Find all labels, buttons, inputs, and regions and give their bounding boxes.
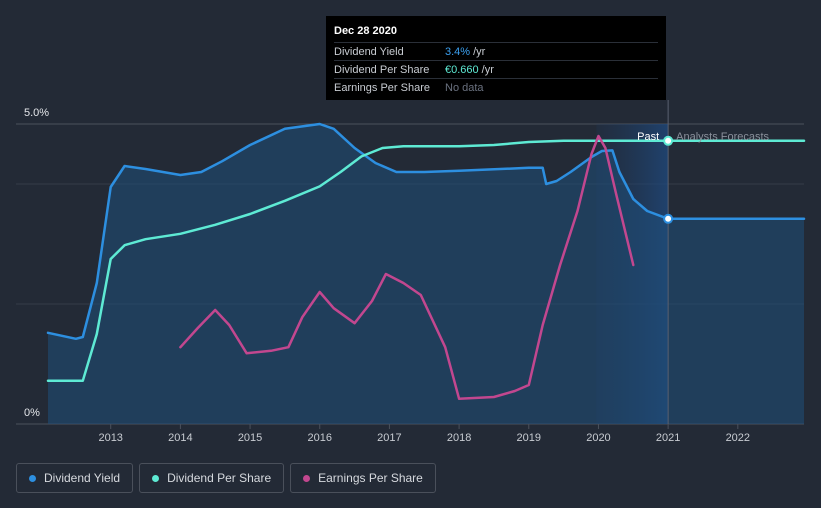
series-line-dividend-yield [46,122,806,341]
tooltip-label: Dividend Yield [334,45,404,58]
legend-dot-icon [303,474,311,482]
series-line-dividend-per-share [46,139,806,383]
tooltip-value: 3.4% [445,45,471,58]
tooltip-unit: /yr [481,63,494,76]
x-tick-label: 2016 [307,432,331,444]
series-area-dividend-yield [48,124,804,424]
tooltip-label: Dividend Per Share [334,63,430,76]
x-tick-label: 2021 [656,432,680,444]
tooltip-value: €0.660 [445,63,479,76]
x-tick-label: 2022 [726,432,750,444]
series-line-earnings-per-share [179,134,635,401]
legend-item-dividend-yield[interactable]: Dividend Yield [16,463,134,493]
x-tick-label: 2018 [447,432,471,444]
series-areas [48,124,804,424]
tooltip-value: No data [445,81,484,94]
x-tick-label: 2017 [377,432,401,444]
y-top-label: 5.0% [24,107,49,119]
x-axis: 2013 2014 2015 2016 2017 2018 2019 2020 2021 2022 [98,424,750,444]
x-tick-label: 2013 [98,432,122,444]
tooltip-row-dividend-yield: Dividend Yield 3.4% /yr [334,42,658,60]
tooltip-label: Earnings Per Share [334,81,430,94]
legend-label: Dividend Per Share [167,471,272,485]
past-label: Past [637,131,659,143]
y-bottom-label: 0% [24,407,40,419]
legend-label: Earnings Per Share [318,471,423,485]
tooltip-row-earnings-per-share: Earnings Per Share No data [334,78,658,96]
legend-item-earnings-per-share[interactable]: Earnings Per Share [290,463,436,493]
legend-dot-icon [152,474,160,482]
dividend-yield-marker [663,213,674,224]
series-lines [46,100,806,424]
forecast-label: Analysts Forecasts [676,131,769,143]
dividend-per-share-marker [663,135,674,146]
x-tick-label: 2014 [168,432,192,444]
x-tick-label: 2019 [517,432,541,444]
legend-dot-icon [29,474,36,482]
x-tick-label: 2015 [238,432,262,444]
tooltip-date: Dec 28 2020 [334,25,397,37]
legend: Dividend Yield Dividend Per Share Earnin… [16,463,436,493]
tooltip-unit: /yr [473,45,486,58]
legend-item-dividend-per-share[interactable]: Dividend Per Share [139,463,285,493]
legend-label: Dividend Yield [44,471,121,485]
tooltip: Dec 28 2020 Dividend Yield 3.4% /yr Divi… [326,16,666,100]
markers [663,135,674,224]
x-tick-label: 2020 [586,432,610,444]
chart-labels: 5.0% 0% Past Analysts Forecasts [24,107,770,419]
tooltip-row-dividend-per-share: Dividend Per Share €0.660 /yr [334,60,658,78]
